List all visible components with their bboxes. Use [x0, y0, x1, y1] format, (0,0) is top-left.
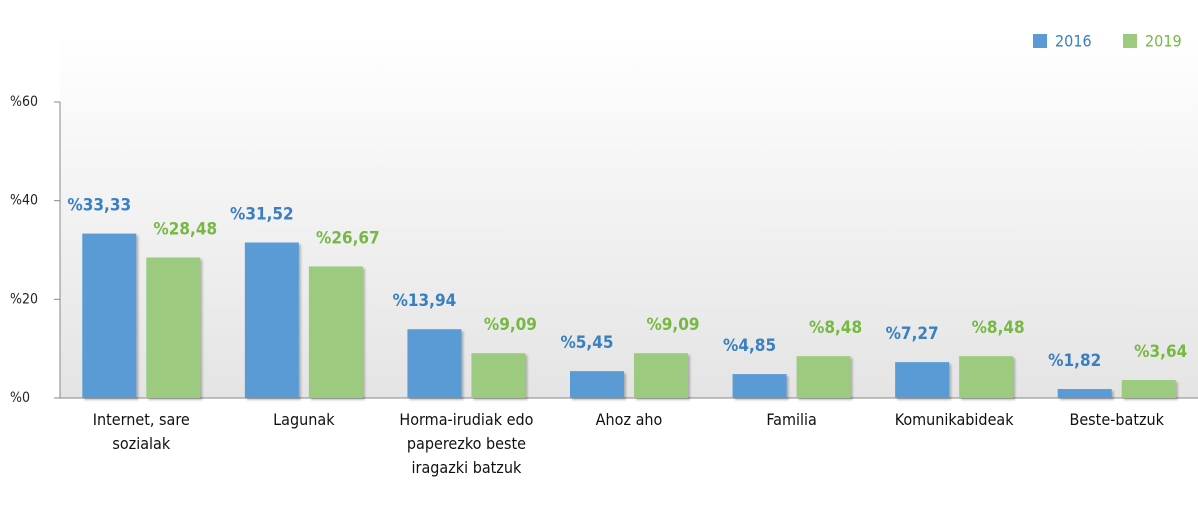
x-tick-label: Beste-batzuk — [1069, 410, 1164, 429]
legend-swatch — [1123, 34, 1137, 48]
x-tick-label: Horma-irudiak edo paperezko beste iragazki… — [399, 410, 533, 477]
y-tick-label: %40 — [10, 193, 38, 209]
bar — [732, 374, 787, 398]
y-tick-label: %60 — [10, 94, 38, 110]
value-label: %13,94 — [393, 291, 457, 311]
value-label: %3,64 — [1134, 342, 1187, 362]
value-label: %33,33 — [67, 196, 131, 216]
x-tick-label: Komunikabideak — [895, 410, 1015, 429]
value-label: %28,48 — [153, 219, 217, 239]
bar — [796, 356, 851, 398]
bar — [244, 242, 299, 398]
value-label: %7,27 — [886, 324, 939, 344]
bar — [959, 356, 1014, 398]
value-label: %1,82 — [1048, 351, 1101, 371]
bar — [634, 353, 688, 398]
x-tick-label: Ahoz aho — [596, 410, 663, 429]
bar — [471, 353, 526, 398]
bar — [82, 233, 137, 398]
value-label: %8,48 — [972, 318, 1025, 338]
value-label: %5,45 — [560, 333, 613, 353]
legend-swatch — [1033, 34, 1047, 48]
bar — [570, 371, 624, 398]
legend-label: 2016 — [1055, 32, 1092, 51]
legend-label: 2019 — [1145, 32, 1182, 51]
value-label: %8,48 — [809, 318, 862, 338]
x-tick-label: Internet, sare sozialak — [93, 410, 190, 453]
bar — [407, 329, 462, 398]
value-label: %9,09 — [646, 315, 699, 335]
bar — [146, 257, 201, 398]
bar — [1121, 380, 1176, 398]
y-tick-label: %20 — [10, 291, 38, 307]
value-label: %4,85 — [723, 336, 776, 356]
y-tick-label: %0 — [10, 390, 30, 406]
bar — [1057, 389, 1112, 398]
x-tick-label: Lagunak — [273, 410, 335, 429]
value-label: %31,52 — [230, 205, 294, 225]
x-tick-label: Familia — [766, 410, 816, 429]
bar — [308, 266, 363, 398]
value-label: %9,09 — [484, 315, 537, 335]
value-label: %26,67 — [316, 228, 380, 248]
bar — [895, 362, 950, 398]
